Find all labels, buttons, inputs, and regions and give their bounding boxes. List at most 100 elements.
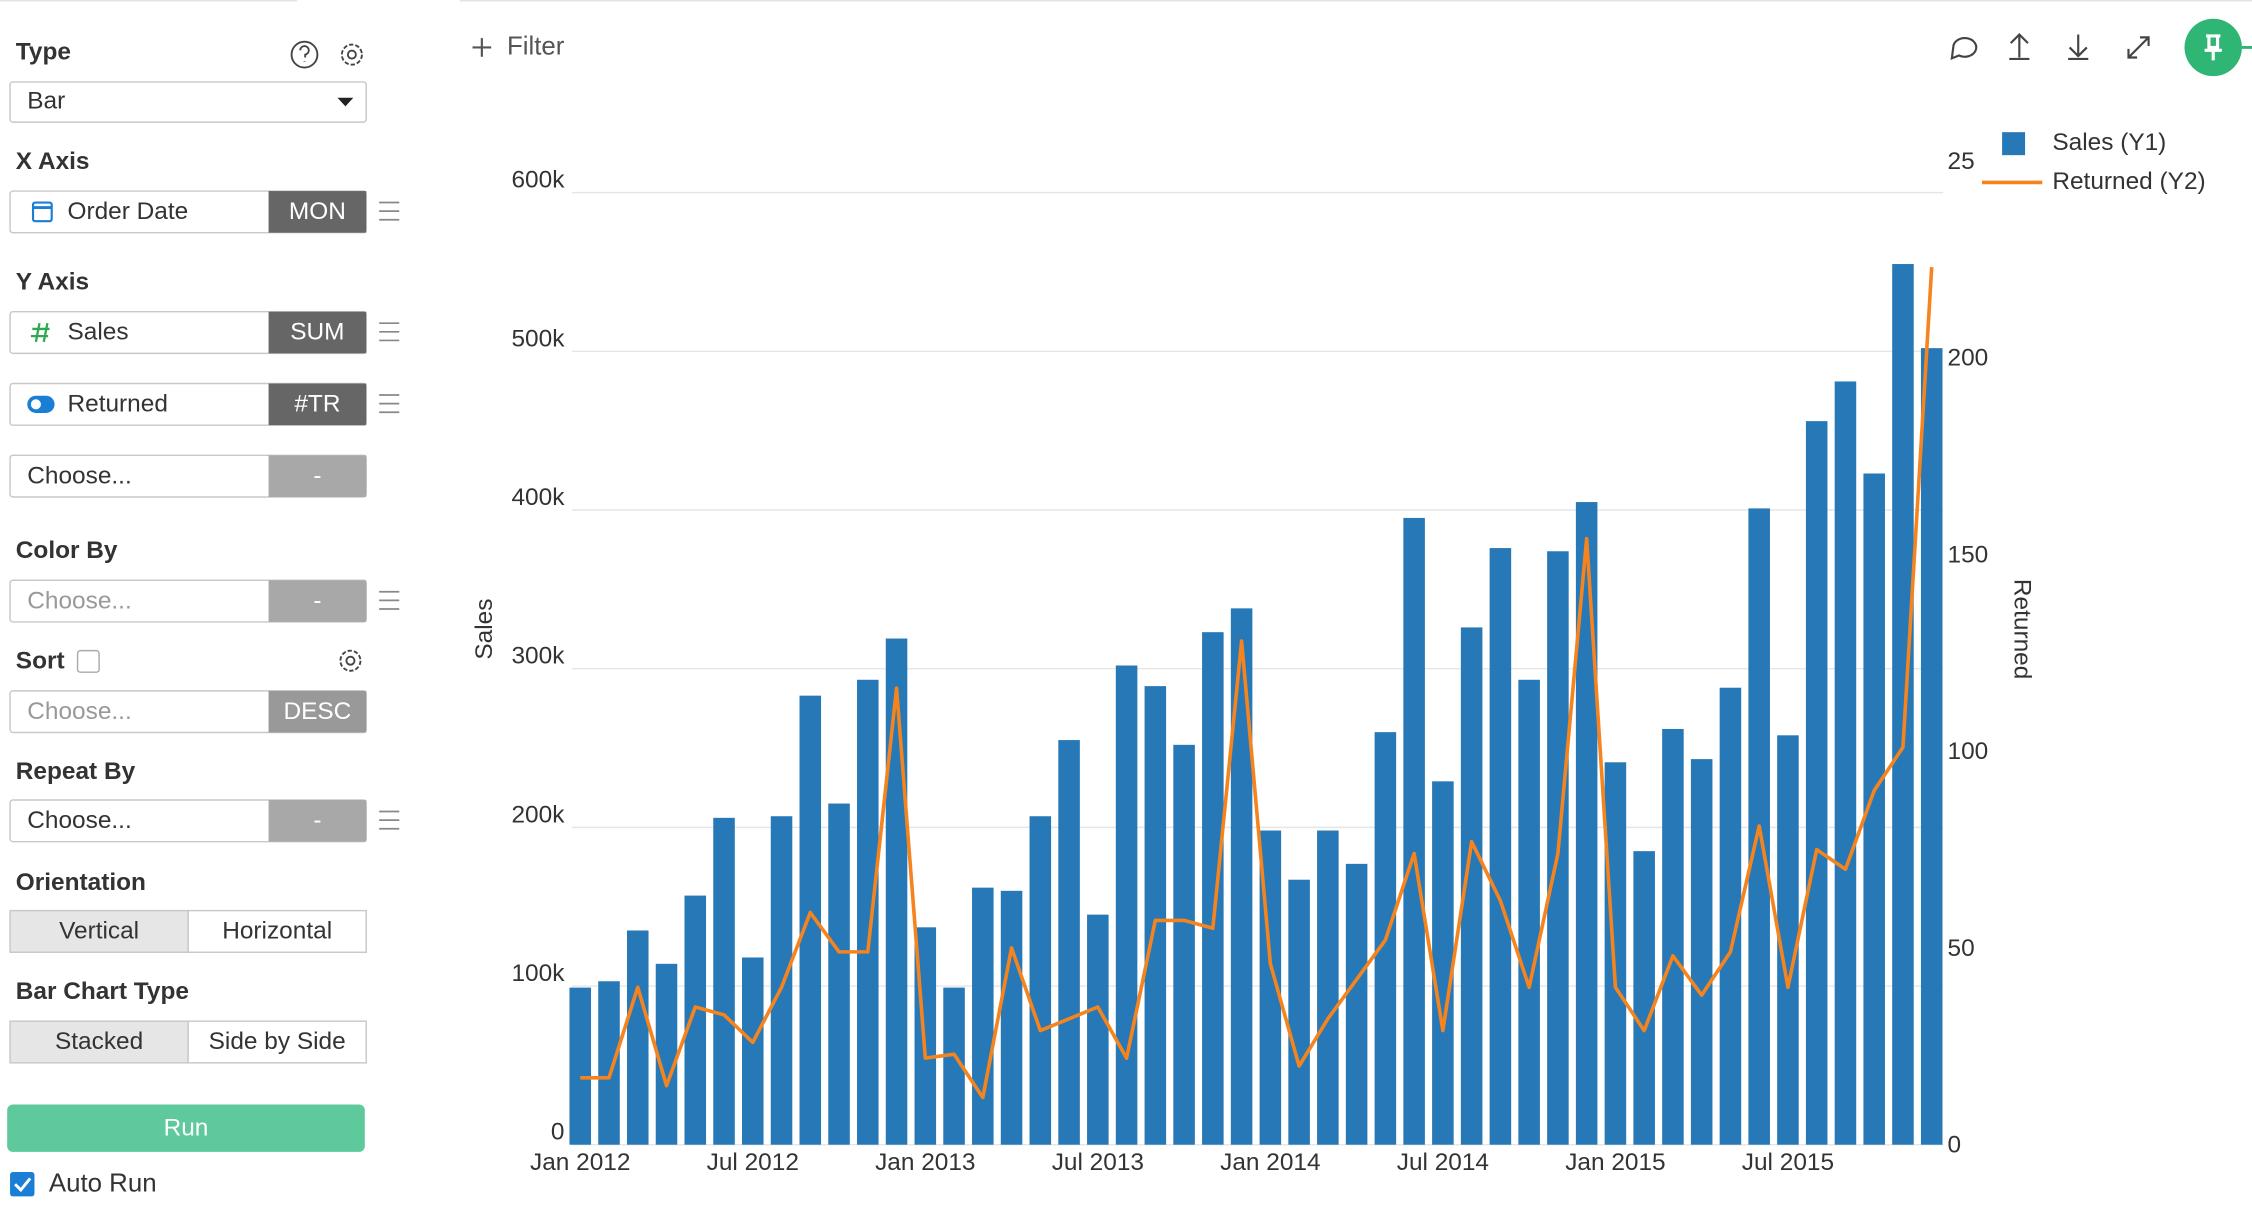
bar (1863, 473, 1885, 1145)
bar (684, 895, 707, 1145)
pin-icon (2204, 34, 2222, 61)
y-tick-label: 0 (551, 1119, 565, 1146)
legend-label[interactable]: Sales (Y1) (2052, 129, 2166, 156)
bar (655, 963, 678, 1145)
bar (1662, 728, 1684, 1145)
x-tick-label: Jan 2014 (1220, 1149, 1320, 1176)
bar (1230, 608, 1253, 1145)
legend-swatch[interactable] (2002, 132, 2026, 156)
aggregation-box[interactable] (268, 800, 367, 842)
dropdown-caret (337, 97, 354, 107)
sort-checkbox[interactable] (76, 649, 100, 673)
aggregation: - (313, 587, 321, 614)
auto-run-checkbox[interactable] (10, 1172, 35, 1197)
segment-option[interactable] (9, 1020, 189, 1064)
comment-icon[interactable] (1950, 37, 1978, 61)
aggregation-box[interactable] (268, 455, 367, 497)
calendar-icon (31, 201, 53, 223)
x-tick-label: Jan 2015 (1565, 1149, 1665, 1176)
bar (1345, 863, 1368, 1145)
line (580, 267, 1934, 1100)
aggregation: SUM (290, 319, 344, 346)
legend-label[interactable]: Returned (Y2) (2052, 168, 2205, 195)
y2-tick-label: 100 (1948, 738, 1989, 765)
bar (1144, 686, 1167, 1145)
segment-option[interactable] (187, 1020, 367, 1064)
bar (1000, 890, 1023, 1145)
bar (1575, 502, 1598, 1145)
bar (1719, 687, 1742, 1145)
run-button[interactable] (7, 1104, 365, 1152)
bar (1777, 735, 1799, 1145)
bar (1173, 744, 1195, 1145)
bar (1892, 264, 1914, 1145)
bar (1087, 914, 1109, 1145)
help-icon[interactable] (290, 40, 319, 69)
filter-label: Filter (507, 32, 565, 60)
bar (943, 987, 965, 1145)
type-select[interactable] (9, 81, 367, 123)
field-name: Choose... (27, 807, 131, 834)
bar (799, 695, 822, 1145)
expand-icon[interactable] (2127, 36, 2150, 59)
x-tick-label: Jan 2012 (530, 1149, 630, 1176)
bar (972, 887, 994, 1145)
segment-option[interactable] (9, 909, 189, 953)
field-name: Choose... (27, 698, 131, 725)
field-name: Sales (68, 319, 129, 346)
aggregation-box[interactable] (268, 311, 367, 354)
export-icon[interactable] (2009, 32, 2030, 61)
aggregation-box[interactable] (268, 191, 367, 233)
y-tick-label: 200k (511, 801, 565, 828)
bar (1288, 879, 1310, 1145)
aggregation: - (313, 807, 321, 834)
field-name: Returned (68, 391, 168, 418)
segment-label: Horizontal (222, 918, 332, 945)
x-tick-label: Jul 2013 (1052, 1149, 1144, 1176)
settings-icon-center (346, 49, 357, 60)
bar (569, 987, 592, 1145)
settings-icon[interactable] (340, 43, 363, 66)
toggle-knob (30, 399, 41, 410)
settings-icon-center (345, 655, 356, 666)
bar (1489, 548, 1512, 1145)
y2-tick-label: 150 (1948, 541, 1989, 568)
checkmark (14, 1177, 32, 1193)
bar (1460, 627, 1483, 1145)
aggregation: #TR (294, 391, 340, 418)
aggregation-box[interactable] (268, 383, 367, 426)
y2-tick-label: 50 (1948, 935, 1975, 962)
bar (885, 638, 908, 1145)
aggregation: MON (289, 198, 346, 225)
segment-label: Stacked (55, 1028, 143, 1055)
settings-icon[interactable] (339, 649, 362, 672)
aggregation: DESC (283, 698, 351, 725)
section-label: Bar Chart Type (16, 978, 189, 1005)
filter-button[interactable]: Filter (472, 32, 565, 60)
auto-run-label: Auto Run (49, 1170, 157, 1198)
number-icon (30, 322, 50, 343)
y-tick-label: 400k (511, 484, 565, 511)
bar (1202, 632, 1224, 1145)
segment-option[interactable] (187, 909, 367, 953)
aggregation-box[interactable] (268, 690, 367, 733)
x-tick-label: Jul 2014 (1397, 1149, 1489, 1176)
y-tick-label: 600k (511, 167, 565, 194)
bar (1029, 816, 1052, 1145)
aggregation-box[interactable] (268, 580, 367, 622)
bar (857, 679, 879, 1145)
bar (1317, 830, 1339, 1145)
segment-label: Side by Side (209, 1028, 346, 1055)
x-tick-label: Jan 2013 (875, 1149, 975, 1176)
y2-tick-label: 0 (1948, 1132, 1962, 1159)
section-label: X Axis (16, 148, 90, 175)
bar (598, 981, 620, 1145)
download-icon[interactable] (2068, 34, 2089, 61)
bar (1518, 679, 1540, 1145)
bar (1604, 762, 1627, 1145)
help-icon-glyph (299, 45, 310, 62)
bar (1403, 517, 1425, 1145)
section-label: Color By (16, 537, 118, 564)
